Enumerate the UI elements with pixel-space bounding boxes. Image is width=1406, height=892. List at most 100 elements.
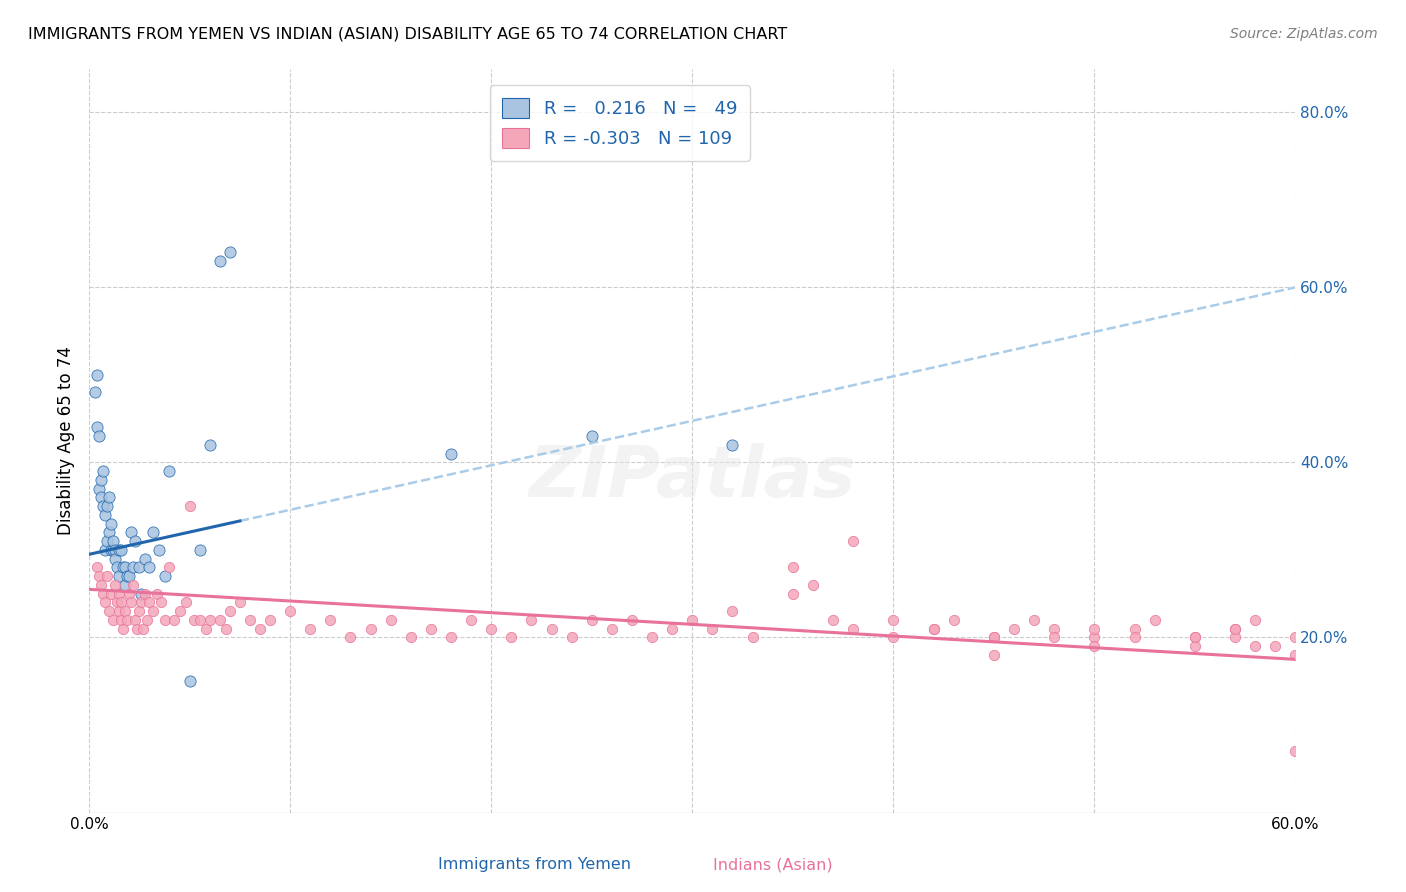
Point: [215, 622, 238, 636]
Point: [131, 587, 153, 601]
Point: [702, 622, 724, 636]
Point: [1184, 631, 1206, 645]
Point: [159, 560, 181, 574]
Point: [1083, 622, 1105, 636]
Point: [132, 622, 155, 636]
Point: [882, 631, 904, 645]
Point: [1083, 639, 1105, 653]
Point: [103, 543, 125, 558]
Point: [122, 578, 145, 592]
Point: [801, 578, 824, 592]
Point: [208, 613, 231, 627]
Point: [134, 587, 156, 601]
Point: [94, 595, 117, 609]
Point: [103, 613, 125, 627]
Point: [138, 560, 160, 574]
Point: [741, 631, 763, 645]
Point: [114, 578, 136, 592]
Point: [1002, 622, 1025, 636]
Text: Indians (Asian): Indians (Asian): [713, 857, 834, 872]
Point: [110, 613, 132, 627]
Point: [581, 429, 603, 443]
Point: [150, 595, 173, 609]
Point: [118, 587, 141, 601]
Point: [148, 543, 170, 558]
Point: [108, 543, 131, 558]
Point: [183, 613, 205, 627]
Point: [127, 622, 149, 636]
Point: [162, 613, 184, 627]
Point: [110, 595, 132, 609]
Point: [721, 438, 744, 452]
Point: [1022, 613, 1045, 627]
Point: [360, 622, 382, 636]
Point: [100, 587, 122, 601]
Point: [239, 613, 262, 627]
Point: [1083, 631, 1105, 645]
Point: [96, 534, 118, 549]
Point: [983, 631, 1005, 645]
Point: [194, 622, 217, 636]
Point: [419, 622, 441, 636]
Point: [87, 569, 110, 583]
Point: [134, 551, 156, 566]
Point: [1043, 622, 1066, 636]
Point: [460, 613, 482, 627]
Point: [821, 613, 844, 627]
Point: [98, 604, 121, 618]
Point: [108, 587, 131, 601]
Point: [105, 595, 128, 609]
Point: [105, 560, 128, 574]
Point: [641, 631, 664, 645]
Point: [540, 622, 562, 636]
Point: [440, 447, 463, 461]
Point: [118, 569, 141, 583]
Point: [94, 508, 117, 522]
Point: [1223, 622, 1246, 636]
Point: [842, 622, 865, 636]
Y-axis label: Disability Age 65 to 74: Disability Age 65 to 74: [58, 346, 75, 535]
Point: [1284, 631, 1306, 645]
Point: [380, 613, 402, 627]
Point: [108, 569, 131, 583]
Point: [128, 560, 150, 574]
Point: [98, 525, 121, 540]
Point: [179, 674, 201, 689]
Point: [1284, 648, 1306, 662]
Point: [581, 613, 603, 627]
Point: [1284, 744, 1306, 758]
Point: [86, 368, 108, 382]
Point: [87, 482, 110, 496]
Point: [155, 569, 177, 583]
Point: [983, 648, 1005, 662]
Point: [278, 604, 301, 618]
Point: [100, 516, 122, 531]
Point: [104, 543, 127, 558]
Point: [128, 604, 150, 618]
Point: [90, 473, 112, 487]
Point: [600, 622, 623, 636]
Point: [84, 385, 107, 400]
Point: [1043, 631, 1066, 645]
Point: [561, 631, 583, 645]
Point: [188, 543, 211, 558]
Point: [159, 464, 181, 478]
Point: [1223, 631, 1246, 645]
Point: [122, 560, 145, 574]
Point: [842, 534, 865, 549]
Text: Source: ZipAtlas.com: Source: ZipAtlas.com: [1230, 27, 1378, 41]
Point: [179, 499, 201, 513]
Point: [136, 613, 159, 627]
Point: [721, 604, 744, 618]
Point: [1244, 639, 1267, 653]
Point: [108, 604, 131, 618]
Point: [114, 604, 136, 618]
Point: [208, 254, 231, 268]
Point: [1184, 639, 1206, 653]
Point: [782, 587, 804, 601]
Text: Immigrants from Yemen: Immigrants from Yemen: [437, 857, 631, 872]
Point: [174, 595, 197, 609]
Point: [91, 587, 114, 601]
Point: [1264, 639, 1286, 653]
Point: [479, 622, 502, 636]
